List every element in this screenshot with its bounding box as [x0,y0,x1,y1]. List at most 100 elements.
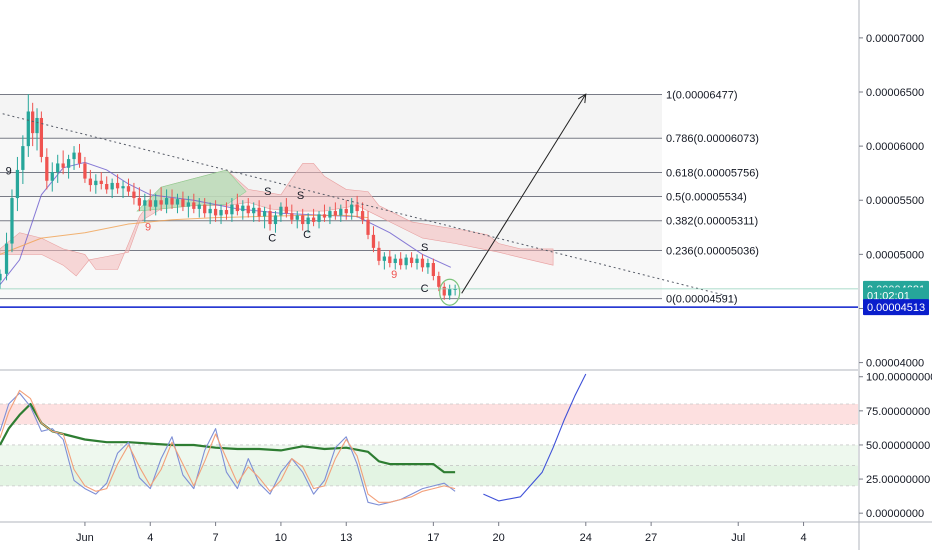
candle[interactable] [159,187,163,212]
candle[interactable] [355,195,359,218]
candle[interactable] [0,269,2,289]
candle[interactable] [132,182,136,205]
candle[interactable] [360,202,365,225]
candle[interactable] [246,198,250,218]
candle[interactable] [197,198,201,218]
candle[interactable] [295,211,299,229]
candle[interactable] [382,252,386,270]
candle[interactable] [39,111,44,163]
candle[interactable] [203,198,207,218]
candle[interactable] [83,156,87,183]
candle[interactable] [415,254,419,270]
oscillator-pane[interactable] [0,373,858,506]
candle[interactable] [35,108,39,151]
candle[interactable] [224,202,229,220]
price-axis[interactable]: 0.00007000 0.00006500 0.00006000 0.00005500… [859,33,932,520]
candle[interactable] [72,146,76,170]
candle[interactable] [437,271,441,292]
candle[interactable] [230,198,234,222]
candle[interactable] [94,174,98,194]
candle[interactable] [404,254,408,270]
oscillator-series[interactable] [0,392,456,506]
candle[interactable] [31,102,35,147]
candle[interactable] [170,189,174,209]
trend-line[interactable] [0,112,739,300]
candle[interactable] [213,200,218,222]
candle[interactable] [339,204,343,222]
candle[interactable] [344,200,348,220]
candle[interactable] [115,174,120,194]
candle[interactable] [121,180,125,199]
candle[interactable] [208,202,212,225]
candle[interactable] [164,189,169,214]
candle[interactable] [192,193,196,214]
candle[interactable] [219,204,223,225]
candle[interactable] [333,202,337,220]
oscillator-series[interactable] [0,389,456,503]
candle[interactable] [186,195,191,218]
highlight-circle[interactable] [439,278,461,306]
candle[interactable] [66,154,71,179]
candle[interactable] [50,162,54,192]
candle[interactable] [15,156,20,212]
candle[interactable] [448,284,452,300]
candle[interactable] [235,193,239,216]
candle[interactable] [311,208,316,227]
candle[interactable] [388,250,392,268]
candle[interactable] [371,226,376,253]
candle[interactable] [45,148,49,190]
candle[interactable] [105,176,109,194]
candle[interactable] [88,169,93,192]
fibonacci-retracement[interactable]: 1(0.00006477) 0.786(0.00006073) 0.618(0.00… [0,89,759,306]
candle[interactable] [301,208,305,231]
candle[interactable] [77,143,82,168]
candle[interactable] [126,178,131,196]
candle[interactable] [377,241,381,266]
projection-arrow[interactable] [461,93,587,294]
candle[interactable] [290,204,294,225]
candle[interactable] [431,258,435,281]
candle[interactable] [409,252,414,268]
candles[interactable] [0,94,457,300]
candle[interactable] [137,187,142,212]
candle[interactable] [350,198,354,220]
candle[interactable] [99,172,103,190]
candle[interactable] [279,202,283,222]
candle[interactable] [328,206,332,225]
candle[interactable] [399,252,403,270]
candle[interactable] [453,284,457,296]
candle[interactable] [366,211,370,240]
candle[interactable] [317,211,321,229]
candle[interactable] [393,254,397,270]
candle[interactable] [175,193,180,214]
candle[interactable] [420,254,425,272]
candle[interactable] [26,94,30,157]
candle[interactable] [110,178,114,199]
candle[interactable] [21,135,25,184]
candle-body [448,288,452,296]
candle[interactable] [10,189,14,253]
candle[interactable] [61,150,65,175]
candle[interactable] [4,232,9,281]
candle[interactable] [262,206,267,229]
time-axis[interactable]: Jun 4 7 10 13 17 20 24 27 Jul 4 [76,522,807,544]
candle[interactable] [56,154,60,183]
candle[interactable] [322,204,327,222]
candle[interactable] [252,202,256,222]
candle[interactable] [181,191,185,212]
candle[interactable] [442,282,446,300]
drawings[interactable] [0,93,858,308]
candle[interactable] [268,204,272,231]
oscillator-series[interactable] [483,373,587,502]
candle[interactable] [273,211,278,233]
candle[interactable] [426,258,430,274]
price-tag[interactable]: 0.00004513 [863,299,929,316]
candle[interactable] [284,198,288,218]
candle[interactable] [154,193,158,216]
candle[interactable] [148,189,152,212]
candle[interactable] [257,200,261,222]
candle[interactable] [143,193,147,222]
candle[interactable] [241,200,245,220]
candle[interactable] [306,213,310,233]
